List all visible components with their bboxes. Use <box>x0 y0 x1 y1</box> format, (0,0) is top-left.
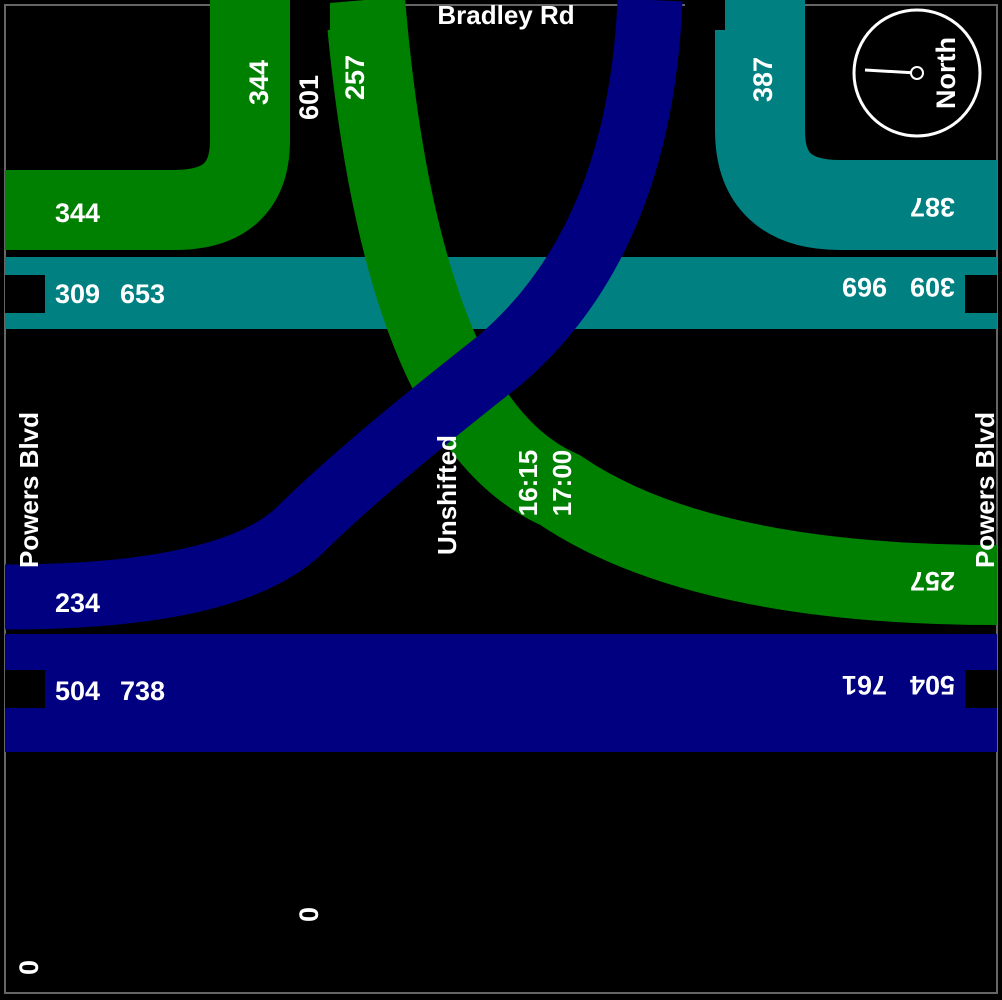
notch-north-right <box>685 0 725 30</box>
compass-icon: North <box>852 8 982 138</box>
green-arc-north-east <box>325 0 998 625</box>
flow-north-green-left: 257 <box>340 55 370 100</box>
flow-east-bottom-navy-1: 504 <box>910 670 955 700</box>
flow-east-thru-teal-1: 309 <box>910 272 955 302</box>
flow-east-thru-teal-2: 969 <box>842 272 887 302</box>
teal-turn-north-east <box>715 0 997 250</box>
flow-north-green-right: 344 <box>244 60 274 105</box>
road-label-north: Bradley Rd <box>437 0 574 30</box>
flow-west-thru-teal-2: 653 <box>120 279 165 309</box>
notch-east-teal <box>965 275 997 313</box>
time-end-label: 17:00 <box>547 450 577 517</box>
flow-corner-bottom-left: 0 <box>14 960 44 975</box>
road-label-west: Powers Blvd <box>14 412 44 568</box>
time-start-label: 16:15 <box>513 450 543 517</box>
notch-east-navy <box>965 670 997 708</box>
flow-west-left-navy: 234 <box>55 588 100 618</box>
green-turn-west-north <box>5 0 290 250</box>
navy-arc-north-west <box>4 0 683 630</box>
flow-west-top-green: 344 <box>55 198 100 228</box>
compass-label: North <box>931 37 961 109</box>
frame <box>4 4 998 994</box>
flow-east-bottom-navy-2: 761 <box>842 670 887 700</box>
shift-label: Unshifted <box>432 435 462 555</box>
road-label-east: Powers Blvd <box>970 412 1000 568</box>
flow-west-bottom-navy-1: 504 <box>55 676 100 706</box>
notch-west-navy <box>5 670 45 708</box>
flow-north-total: 601 <box>294 75 324 120</box>
flow-east-green: 257 <box>910 566 955 596</box>
flow-north-teal: 387 <box>748 57 778 102</box>
flow-south-total: 0 <box>294 907 324 922</box>
notch-west-teal <box>5 275 45 313</box>
flow-east-top-teal: 387 <box>910 192 955 222</box>
notch-north-left <box>290 0 330 30</box>
navy-through-band <box>5 634 997 752</box>
flow-west-thru-teal-1: 309 <box>55 279 100 309</box>
flow-west-bottom-navy-2: 738 <box>120 676 165 706</box>
